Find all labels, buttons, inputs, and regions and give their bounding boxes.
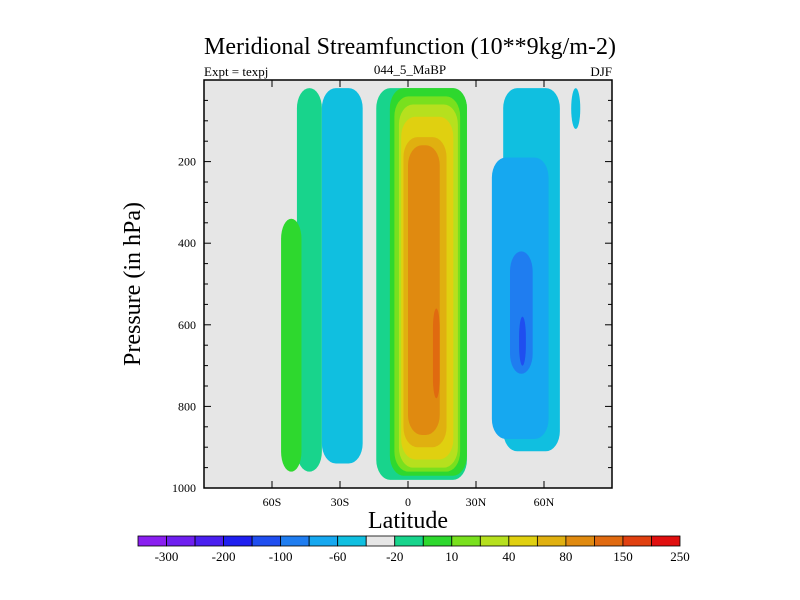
colorbar-label: 40 [502,549,515,564]
colorbar-box-16 [594,535,624,547]
colorbar-box-5 [280,535,310,547]
colorbar-box-10 [422,535,453,547]
subtitle-center: 044_5_MaBP [374,62,446,77]
contour-cell-12 [571,88,581,129]
colorbar-label: 250 [670,549,690,564]
colorbar-label: 80 [559,549,572,564]
y-tick-label: 400 [178,236,196,250]
colorbar-box-7 [337,535,367,547]
contour-cell-10 [321,88,363,464]
colorbar-box-14 [536,535,567,547]
colorbar-box-4 [251,535,282,547]
colorbar-box-1 [166,535,196,547]
colorbar-label: 150 [613,549,633,564]
y-tick-label: 1000 [172,481,196,495]
colorbar-box-9 [394,535,424,547]
y-tick-label: 200 [178,155,196,169]
colorbar-box-11 [451,535,481,547]
contour-cell-8 [408,145,440,435]
colorbar-box-17 [622,535,652,547]
colorbar-box-12 [479,535,510,547]
colorbar-box-3 [223,535,253,547]
x-axis-label: Latitude [368,508,448,534]
colorbar-box-13 [508,535,538,547]
contour-cell-9 [432,308,440,399]
colorbar-label: -100 [269,549,293,564]
x-tick-label: 30S [331,495,350,509]
contour-cell-14 [510,251,533,374]
contour-cell-0 [296,88,322,472]
x-tick-label: 60N [534,495,555,509]
colorbar-box-6 [308,535,339,547]
x-tick-label: 30N [466,495,487,509]
subtitle-left: Expt = texpj [204,64,268,79]
colorbar-label: -200 [212,549,236,564]
colorbar-box-2 [194,535,224,547]
subtitle-right: DJF [590,64,612,79]
colorbar-box-8 [365,535,396,547]
colorbar-label: -60 [329,549,346,564]
colorbar-box-0 [137,535,167,547]
axis-ticks: 60S 30S 0 30N 60N 200 400 600 800 1000 [172,80,612,509]
chart-title: Meridional Streamfunction (10**9kg/m-2) [204,34,616,60]
contour-cell-15 [519,316,526,366]
x-tick-label: 60S [263,495,282,509]
colorbar: -300 -200 -100 -60 -20 10 40 80 150 250 [137,535,690,564]
y-tick-label: 800 [178,399,196,413]
colorbar-label: 10 [445,549,458,564]
contour-cells [281,88,581,480]
y-tick-label: 600 [178,318,196,332]
x-tick-label: 0 [405,495,411,509]
colorbar-label: -300 [155,549,179,564]
y-axis-label: Pressure (in hPa) [120,202,146,366]
contour-cell-2 [281,218,302,472]
colorbar-label: -20 [386,549,403,564]
colorbar-box-18 [651,535,681,547]
colorbar-box-15 [565,535,595,547]
